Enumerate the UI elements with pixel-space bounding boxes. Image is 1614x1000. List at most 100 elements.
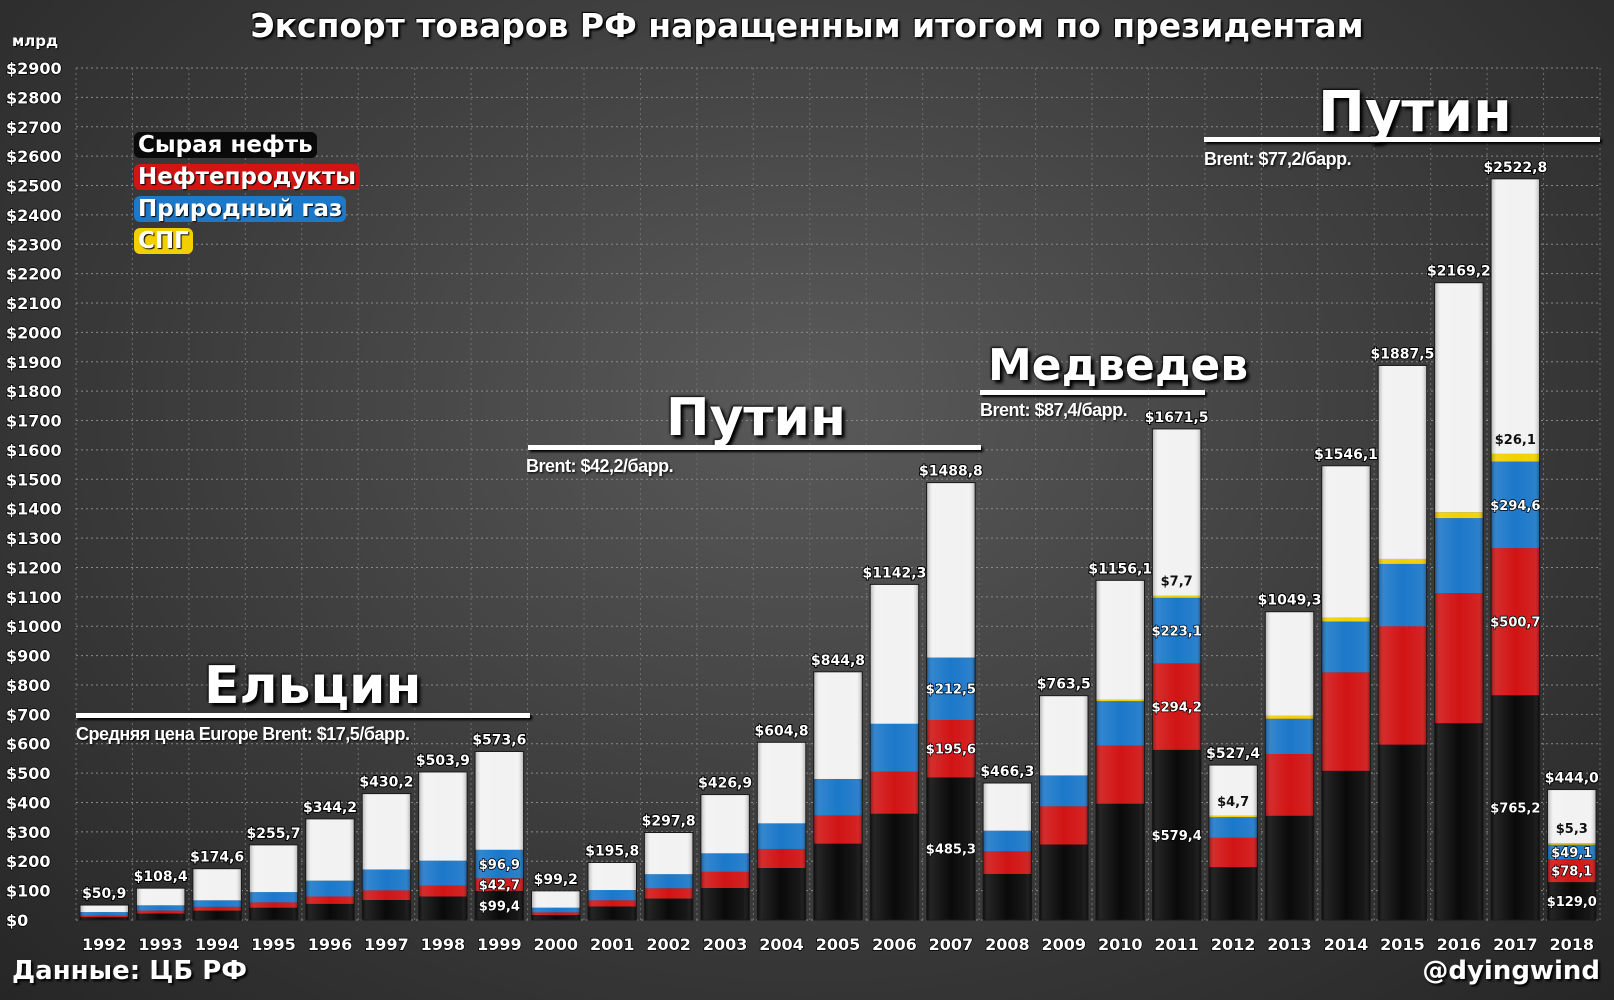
bar-outline-1999 <box>474 750 525 921</box>
era-putin1-line <box>528 445 981 450</box>
bar-outline-2002 <box>643 832 694 921</box>
bar-2003: $426,9 <box>697 775 753 921</box>
bar-2014: $1546,1 <box>1313 446 1379 921</box>
total-label-2006: $1142,3 <box>863 565 927 581</box>
segment-label-2017--500-7: $500,7 <box>1490 616 1540 631</box>
total-label-2008: $466,3 <box>980 764 1034 780</box>
bar-outline-2010 <box>1095 579 1145 921</box>
total-label-2000: $99,2 <box>534 872 578 888</box>
x-tick-label-2016: 2016 <box>1437 935 1482 954</box>
segment-label-2017--765-2: $765,2 <box>1490 802 1540 817</box>
legend-item-crude-oil: Сырая нефть <box>134 132 317 158</box>
bar-outline-2008 <box>982 782 1033 921</box>
y-tick-label: $200 <box>6 852 51 871</box>
segment-label-2007--195-6: $195,6 <box>926 743 976 758</box>
bar-2000: $99,2 <box>531 871 581 921</box>
x-tick-label-2007: 2007 <box>929 935 974 954</box>
bar-outline-2006 <box>869 583 920 921</box>
y-tick-label: $2100 <box>6 294 62 313</box>
segment-label-1999--42-7: $42,7 <box>479 879 520 894</box>
y-tick-label: $1800 <box>6 382 62 401</box>
bar-outline-1993 <box>135 887 186 921</box>
bar-outline-2017 <box>1490 178 1541 921</box>
segment-label-2011--7-7: $7,7 <box>1161 575 1193 590</box>
x-tick-label-1993: 1993 <box>138 935 183 954</box>
x-tick-label-2002: 2002 <box>646 935 691 954</box>
y-tick-label: $1400 <box>6 500 62 519</box>
bar-outline-2005 <box>813 671 863 921</box>
legend-item-oil-products: Нефтепродукты <box>134 164 361 190</box>
bar-1999: $573,6 $99,4 $42,7 $96,9 <box>471 731 527 921</box>
segment-label-2017--294-6: $294,6 <box>1490 499 1540 514</box>
bar-1992: $50,9 <box>79 885 129 921</box>
bar-2006: $1142,3 <box>862 564 927 921</box>
bar-2013: $1049,3 <box>1257 592 1322 921</box>
total-label-1992: $50,9 <box>82 886 126 902</box>
bar-2009: $763,5 <box>1036 676 1092 921</box>
era-putin2-line <box>1204 137 1600 142</box>
bar-2016: $2169,2 <box>1426 263 1492 921</box>
bar-outline-2003 <box>700 794 750 921</box>
x-tick-label-2003: 2003 <box>703 935 748 954</box>
era-medvedev-brent: Brent: $87,4/барр. <box>980 400 1128 420</box>
segment-label-2011--223-1: $223,1 <box>1152 625 1202 640</box>
x-tick-label-1992: 1992 <box>82 935 127 954</box>
bar-1996: $344,2 <box>302 799 358 921</box>
x-tick-label-1999: 1999 <box>477 935 522 954</box>
bar-outline-1997 <box>361 793 412 921</box>
y-tick-label: $2700 <box>6 118 62 137</box>
total-label-1998: $503,9 <box>416 753 470 769</box>
legend-item-lng: СПГ <box>134 228 193 254</box>
segment-label-1999--96-9: $96,9 <box>479 858 520 873</box>
x-tick-label-2015: 2015 <box>1380 935 1425 954</box>
era-putin1-name: Путин <box>666 388 846 448</box>
bar-outline-2014 <box>1321 465 1371 921</box>
bar-outline-2013 <box>1264 611 1315 921</box>
x-tick-label-1996: 1996 <box>308 935 353 954</box>
segment-label-2007--485-3: $485,3 <box>926 843 976 858</box>
y-tick-label: $2900 <box>6 59 62 78</box>
bar-2017: $2522,8 $765,2 $500,7 $294,6 $26,1 <box>1482 159 1548 921</box>
total-label-2011: $1671,5 <box>1145 410 1209 426</box>
segment-label-2011--294-2: $294,2 <box>1152 701 1202 716</box>
x-tick-label-2000: 2000 <box>534 935 579 954</box>
total-label-2017: $2522,8 <box>1483 160 1547 176</box>
total-label-2003: $426,9 <box>698 776 752 792</box>
y-tick-label: $1500 <box>6 470 62 489</box>
total-label-2010: $1156,1 <box>1088 561 1152 577</box>
x-tick-label-2013: 2013 <box>1267 935 1312 954</box>
segment-label-2018--49-1: $49,1 <box>1551 846 1592 861</box>
bar-2004: $604,8 <box>754 722 810 921</box>
y-tick-label: $2000 <box>6 323 62 342</box>
bar-outline-2004 <box>756 741 807 921</box>
segment-label-2018--78-1: $78,1 <box>1551 865 1592 880</box>
total-label-1995: $255,7 <box>247 826 301 842</box>
bar-outline-2015 <box>1377 364 1428 921</box>
bar-outline-2016 <box>1434 282 1484 921</box>
total-label-1997: $430,2 <box>359 775 413 791</box>
bar-outline-2001 <box>587 861 637 921</box>
bar-outline-2007 <box>926 482 976 921</box>
y-tick-label: $400 <box>6 793 51 812</box>
bar-1994: $174,6 <box>189 849 245 921</box>
total-label-1994: $174,6 <box>190 850 244 866</box>
x-tick-label-2010: 2010 <box>1098 935 1143 954</box>
bar-outline-2018 <box>1547 789 1597 921</box>
total-label-2009: $763,5 <box>1037 677 1091 693</box>
era-putin2-brent: Brent: $77,2/барр. <box>1204 149 1352 169</box>
x-tick-label-1997: 1997 <box>364 935 409 954</box>
bar-2008: $466,3 <box>979 763 1035 921</box>
bar-outline-2012 <box>1208 764 1258 921</box>
y-tick-label: $2600 <box>6 147 62 166</box>
legend: Сырая нефть Нефтепродукты Природный газ … <box>134 132 361 260</box>
era-putin1-brent: Brent: $42,2/барр. <box>526 456 674 476</box>
bar-1993: $108,4 <box>133 868 189 921</box>
bar-2005: $844,8 <box>810 652 866 921</box>
era-putin2-name: Путин <box>1318 80 1512 145</box>
x-tick-label-2006: 2006 <box>872 935 917 954</box>
total-label-2002: $297,8 <box>642 814 696 830</box>
y-tick-label: $2500 <box>6 177 62 196</box>
era-yeltsin-name: Ельцин <box>204 656 422 716</box>
x-tick-label-2008: 2008 <box>985 935 1030 954</box>
total-label-2014: $1546,1 <box>1314 447 1378 463</box>
